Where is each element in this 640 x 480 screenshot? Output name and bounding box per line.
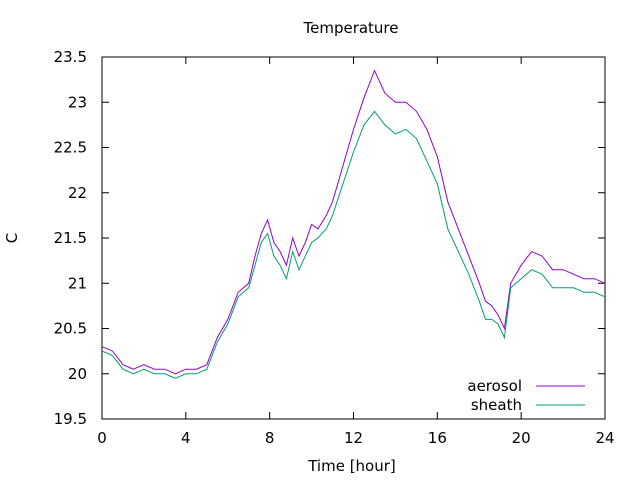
y-axis-label: C — [3, 233, 21, 243]
y-tick-label: 21 — [68, 274, 87, 292]
series-layer — [101, 69, 606, 379]
axis-ticks: 0 4 8 12 16 20 24 19.5 20 20.5 21 21.5 22 22.5 23 23.5 — [54, 48, 615, 447]
x-tick-label: 16 — [428, 429, 447, 447]
x-tick-label: 20 — [512, 429, 531, 447]
x-tick-label: 4 — [181, 429, 191, 447]
y-tick-label: 22.5 — [54, 139, 87, 157]
y-tick-label: 23.5 — [54, 48, 87, 66]
y-tick-label: 20 — [68, 365, 87, 383]
x-tick-label: 24 — [595, 429, 614, 447]
x-tick-label: 0 — [97, 429, 107, 447]
y-tick-label: 21.5 — [54, 229, 87, 247]
y-tick-label: 22 — [68, 184, 87, 202]
y-tick-label: 19.5 — [54, 410, 87, 428]
legend-label-aerosol: aerosol — [467, 377, 522, 395]
series-line-sheath — [101, 110, 606, 379]
x-tick-label: 12 — [344, 429, 363, 447]
chart-title: Temperature — [302, 19, 398, 37]
x-axis-label: Time [hour] — [307, 457, 396, 475]
series-line-aerosol — [101, 69, 606, 375]
y-tick-label: 23 — [68, 93, 87, 111]
y-tick-label: 20.5 — [54, 320, 87, 338]
legend-label-sheath: sheath — [471, 396, 522, 414]
x-tick-label: 8 — [265, 429, 275, 447]
plot-frame — [101, 56, 606, 420]
